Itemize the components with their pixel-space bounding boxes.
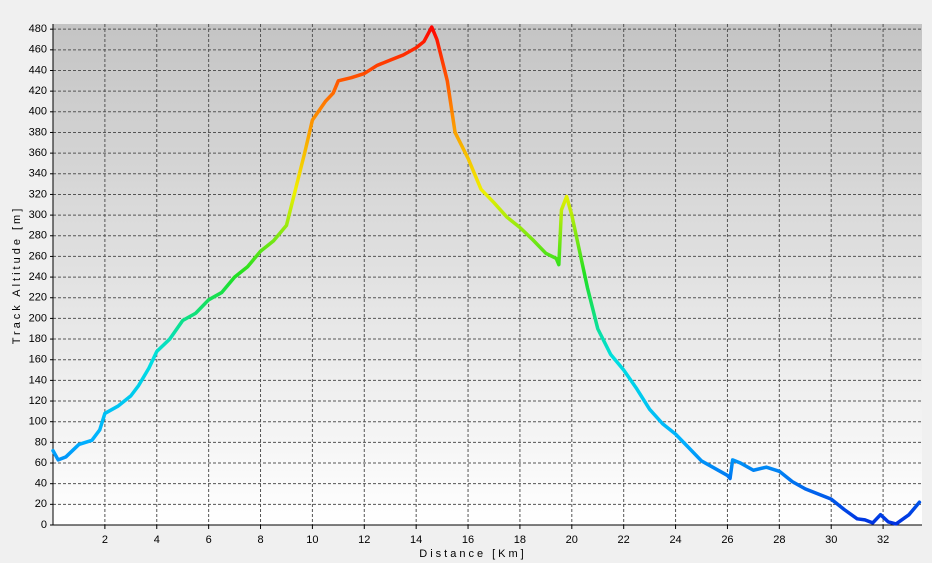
x-tick-label: 2 [102,534,108,546]
y-tick-label: 140 [29,374,47,386]
y-tick-label: 420 [29,85,47,97]
y-tick-label: 380 [29,126,47,138]
x-tick-label: 14 [410,534,422,546]
y-tick-label: 0 [41,519,47,531]
x-axis-title: Distance [Km] [419,548,526,560]
y-tick-label: 40 [35,478,47,490]
y-tick-label: 120 [29,395,47,407]
y-tick-label: 80 [35,436,47,448]
x-tick-label: 8 [257,534,263,546]
x-tick-label: 16 [462,534,474,546]
y-tick-label: 240 [29,271,47,283]
y-tick-label: 300 [29,209,47,221]
plot-area [53,24,922,525]
x-tick-label: 26 [721,534,733,546]
x-tick-label: 22 [618,534,630,546]
y-tick-label: 480 [29,23,47,35]
y-tick-label: 340 [29,168,47,180]
y-tick-label: 220 [29,292,47,304]
x-tick-label: 12 [358,534,370,546]
x-tick-label: 30 [825,534,837,546]
y-axis-title: Track Altitude [m] [11,206,23,345]
x-tick-label: 10 [306,534,318,546]
y-tick-label: 460 [29,44,47,56]
y-tick-label: 280 [29,230,47,242]
y-tick-label: 180 [29,333,47,345]
y-tick-label: 60 [35,457,47,469]
y-tick-label: 320 [29,188,47,200]
y-tick-label: 20 [35,498,47,510]
x-tick-label: 4 [154,534,160,546]
x-tick-label: 20 [566,534,578,546]
y-tick-label: 200 [29,312,47,324]
x-tick-label: 32 [877,534,889,546]
x-tick-label: 6 [206,534,212,546]
y-tick-label: 260 [29,250,47,262]
x-tick-label: 24 [669,534,681,546]
y-tick-label: 360 [29,147,47,159]
y-tick-label: 400 [29,106,47,118]
x-tick-label: 28 [773,534,785,546]
y-tick-label: 160 [29,354,47,366]
y-tick-label: 100 [29,416,47,428]
y-tick-label: 440 [29,64,47,76]
x-tick-label: 18 [514,534,526,546]
altitude-line [51,25,922,526]
